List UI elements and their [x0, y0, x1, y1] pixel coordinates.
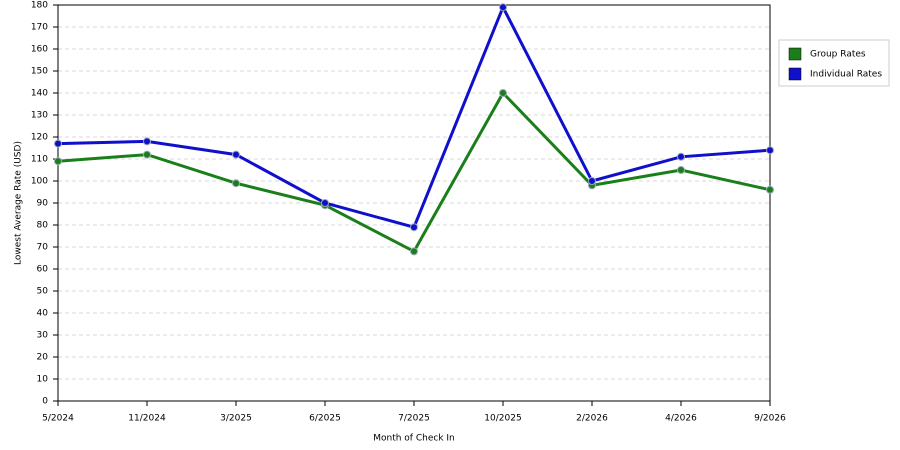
- y-tick-label: 170: [31, 23, 48, 33]
- data-point: [677, 166, 685, 174]
- y-tick-label: 70: [37, 243, 49, 253]
- data-point: [766, 146, 774, 155]
- x-tick-label: 11/2024: [128, 414, 166, 424]
- y-tick-label: 90: [37, 199, 49, 209]
- x-axis-label: Month of Check In: [373, 434, 455, 444]
- y-tick-label: 50: [37, 287, 49, 297]
- y-tick-label: 140: [31, 89, 48, 99]
- y-axis-label: Lowest Average Rate (USD): [14, 141, 24, 265]
- data-point: [143, 137, 151, 146]
- x-tick-label: 5/2024: [42, 414, 74, 424]
- y-tick-label: 160: [31, 45, 48, 55]
- x-tick-label: 4/2026: [665, 414, 697, 424]
- x-tick-label: 7/2025: [398, 414, 430, 424]
- data-point: [232, 150, 240, 159]
- y-tick-label: 20: [37, 353, 49, 363]
- y-tick-label: 180: [31, 1, 48, 11]
- legend-swatch: [788, 67, 802, 81]
- y-tick-label: 130: [31, 111, 48, 121]
- y-tick-label: 100: [31, 177, 48, 187]
- y-tick-label: 150: [31, 67, 48, 77]
- data-point: [54, 139, 62, 148]
- y-tick-label: 120: [31, 133, 48, 143]
- y-tick-label: 10: [37, 375, 49, 385]
- x-tick-label: 3/2025: [220, 414, 252, 424]
- legend-label: Individual Rates: [810, 70, 882, 80]
- data-point: [588, 177, 596, 185]
- data-point: [499, 89, 507, 97]
- y-tick-label: 0: [42, 397, 48, 407]
- y-tick-label: 40: [37, 309, 49, 319]
- data-point: [232, 179, 240, 188]
- y-tick-label: 60: [37, 265, 49, 275]
- x-tick-label: 6/2025: [309, 414, 341, 424]
- data-point: [499, 3, 507, 12]
- data-point: [410, 247, 418, 256]
- x-tick-label: 2/2026: [576, 414, 608, 424]
- data-point: [677, 152, 685, 161]
- y-tick-label: 30: [37, 331, 49, 341]
- data-point: [321, 199, 329, 207]
- x-tick-label: 9/2026: [754, 414, 786, 424]
- y-tick-label: 110: [31, 155, 48, 165]
- y-tick-label: 80: [37, 221, 49, 231]
- x-tick-label: 10/2025: [484, 414, 521, 424]
- series-line: [57, 3, 771, 229]
- data-point: [766, 185, 774, 194]
- data-point: [410, 223, 418, 232]
- data-point: [143, 150, 151, 159]
- legend-label: Group Rates: [810, 50, 866, 60]
- data-point: [54, 157, 62, 166]
- legend-swatch: [788, 47, 802, 61]
